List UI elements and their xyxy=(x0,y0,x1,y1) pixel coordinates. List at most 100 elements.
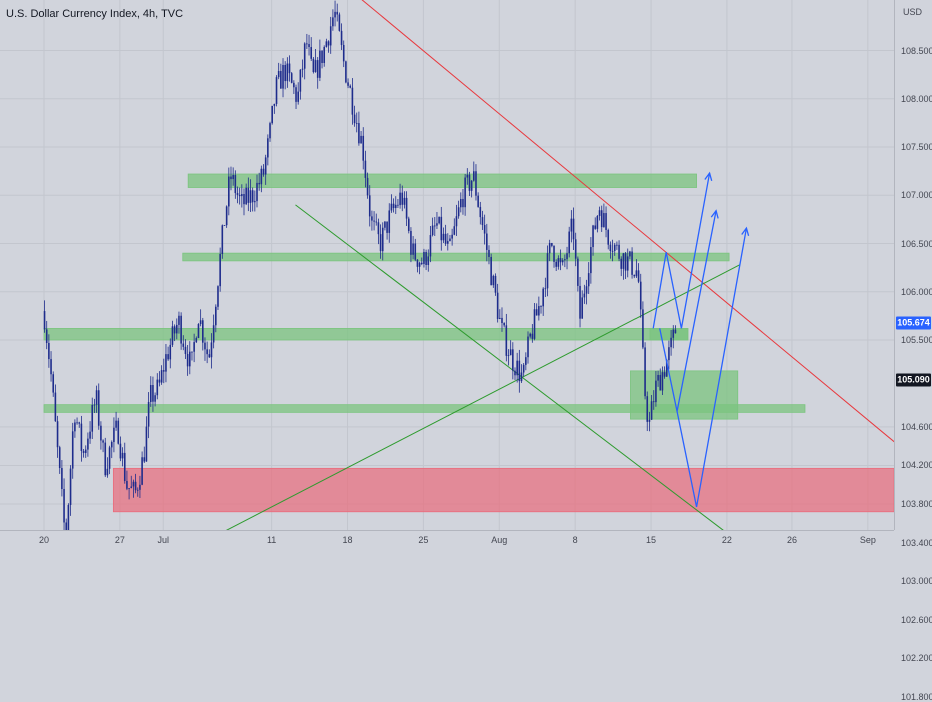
candle-body xyxy=(264,157,267,175)
candle-body xyxy=(128,488,130,489)
candle-body xyxy=(542,288,544,307)
candle-body xyxy=(171,326,174,345)
candle-body xyxy=(106,468,109,476)
candle-body xyxy=(360,135,362,144)
candle-body xyxy=(429,235,432,257)
candle-body xyxy=(609,244,612,251)
time-tick-label: Sep xyxy=(859,535,876,545)
candle-body xyxy=(351,87,354,115)
candle-body xyxy=(277,70,280,78)
support-zone xyxy=(649,328,689,341)
candle-body xyxy=(45,329,48,343)
price-tick-label: 102.600 xyxy=(901,614,932,625)
candle-body xyxy=(117,420,120,444)
candle-body xyxy=(611,250,614,252)
price-chart[interactable] xyxy=(0,0,932,550)
candle-body xyxy=(366,177,369,196)
candle-body xyxy=(499,317,501,319)
candle-body xyxy=(43,311,46,330)
candle-body xyxy=(180,315,182,344)
candle-body xyxy=(642,309,644,348)
candle-body xyxy=(199,320,202,325)
candle-body xyxy=(173,326,176,334)
candle-body xyxy=(438,216,440,224)
projection-path xyxy=(652,172,711,329)
candle-body xyxy=(397,204,399,206)
candle-body xyxy=(186,353,189,367)
candle-body xyxy=(440,216,443,241)
candle-body xyxy=(325,41,328,47)
candle-body xyxy=(574,239,577,259)
time-tick-label: 8 xyxy=(572,535,578,545)
candle-body xyxy=(598,210,601,216)
price-axis[interactable]: USD 108.500 108.000 107.500 107.000 106.500 1… xyxy=(894,0,932,702)
candle-body xyxy=(501,317,503,324)
candle-body xyxy=(581,297,584,319)
candle-body xyxy=(590,247,592,274)
candle-body xyxy=(321,50,323,63)
candle-body xyxy=(622,253,625,269)
candle-body xyxy=(644,347,646,397)
support-trendline xyxy=(187,264,741,550)
candle-body xyxy=(254,201,256,203)
candle-body xyxy=(433,225,436,227)
candle-body xyxy=(459,198,462,208)
candle-body xyxy=(104,442,107,476)
candle-body xyxy=(50,359,52,375)
candle-body xyxy=(527,336,529,358)
candle-body xyxy=(273,103,276,106)
candle-body xyxy=(206,349,208,355)
price-tick-label: 103.000 xyxy=(901,576,932,587)
candle-body xyxy=(663,372,666,377)
candle-body xyxy=(236,193,239,195)
candle-body xyxy=(95,390,98,405)
candle-body xyxy=(544,288,547,290)
candle-body xyxy=(149,385,152,403)
candle-body xyxy=(80,423,83,451)
candle-body xyxy=(490,256,492,286)
candle-body xyxy=(195,338,198,343)
candle-body xyxy=(557,258,560,267)
candle-body xyxy=(659,374,662,391)
price-tick-label: 104.200 xyxy=(901,460,932,471)
candle-body xyxy=(587,273,590,287)
demand-zone xyxy=(112,467,895,513)
candle-body xyxy=(488,249,490,257)
price-tick-label: 106.500 xyxy=(901,238,932,249)
candle-body xyxy=(251,190,254,203)
candle-body xyxy=(267,138,269,158)
candle-body xyxy=(616,244,618,246)
candle-body xyxy=(284,64,286,82)
candle-body xyxy=(275,77,278,104)
candle-body xyxy=(373,220,375,222)
candle-body xyxy=(546,253,549,289)
candle-body xyxy=(613,244,616,252)
price-tick-label: 104.600 xyxy=(901,421,932,432)
candle-body xyxy=(158,379,161,383)
time-tick-label: Aug xyxy=(491,535,508,545)
candle-body xyxy=(403,197,406,205)
candle-body xyxy=(210,342,213,358)
candle-body xyxy=(518,360,521,382)
candle-body xyxy=(156,379,159,396)
candle-body xyxy=(312,58,315,73)
candle-body xyxy=(446,241,449,244)
candle-body xyxy=(167,354,169,360)
candle-body xyxy=(234,175,237,194)
candle-body xyxy=(143,457,146,462)
candle-body xyxy=(423,251,425,264)
candle-body xyxy=(56,421,59,448)
time-axis[interactable]: 20 27 Jul 11 18 25 Aug 8 15 22 26 Sep xyxy=(0,530,894,551)
candle-body xyxy=(310,47,313,59)
candle-body xyxy=(592,225,594,248)
candle-body xyxy=(425,251,427,265)
price-tick-label: 103.400 xyxy=(901,537,932,548)
candle-body xyxy=(132,481,135,487)
candle-body xyxy=(54,392,57,422)
price-tick-label: 101.800 xyxy=(901,692,932,702)
price-tick-label: 107.000 xyxy=(901,190,932,201)
candle-body xyxy=(230,176,232,180)
candle-body xyxy=(629,251,631,257)
candle-body xyxy=(349,85,352,88)
price-tick-label: 108.000 xyxy=(901,93,932,104)
